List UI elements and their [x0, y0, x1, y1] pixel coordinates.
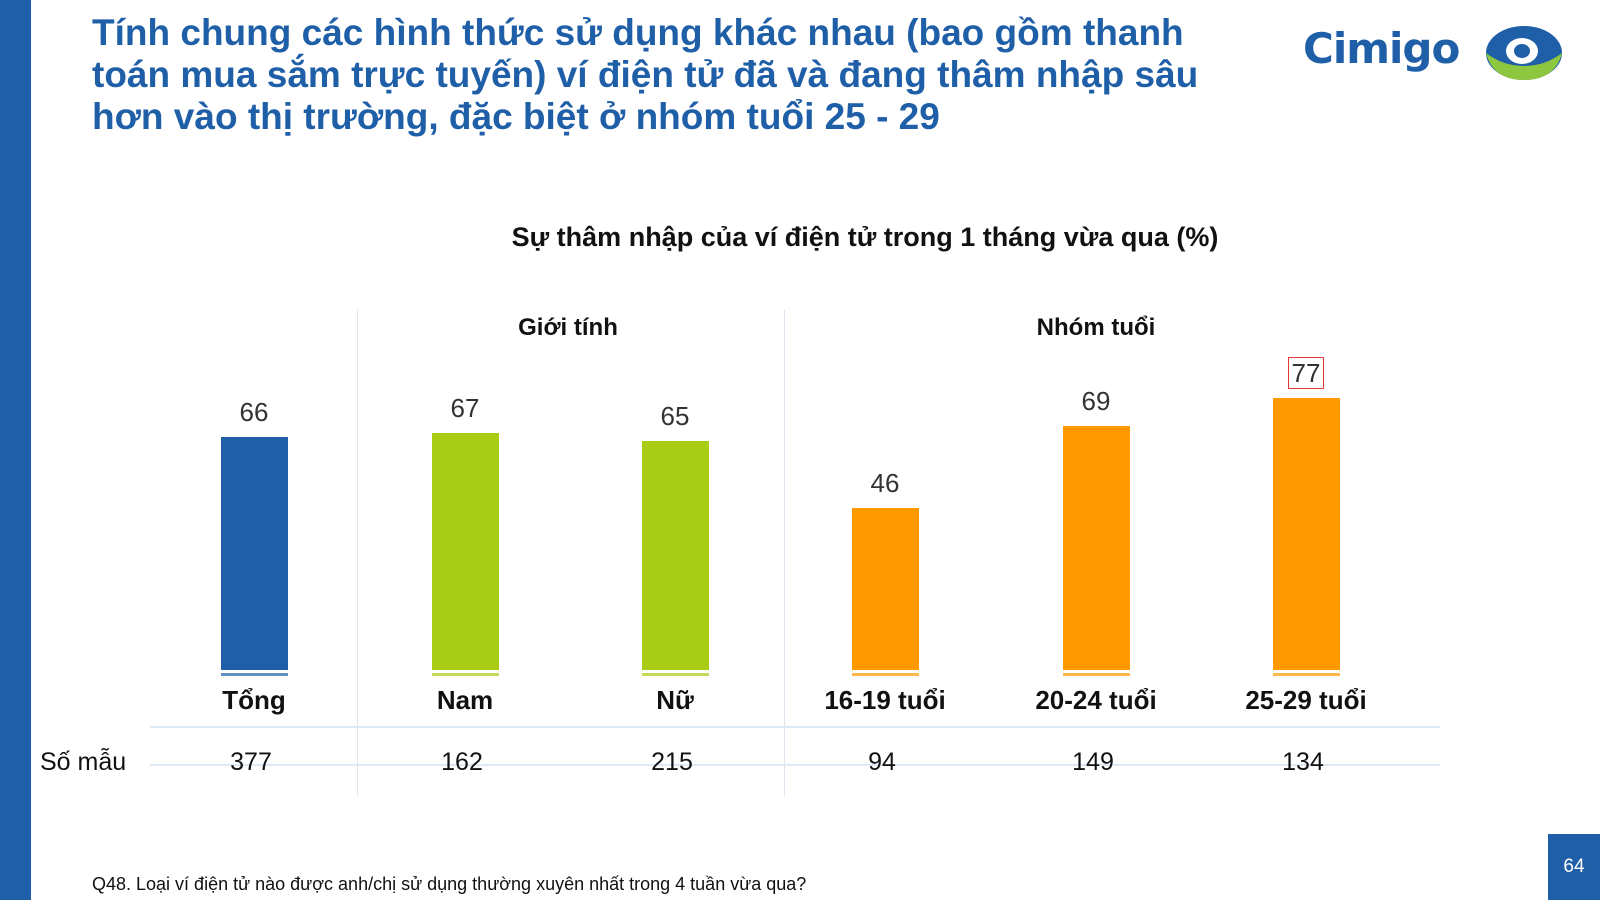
cimigo-logo: Cimigo	[1303, 22, 1563, 84]
bar-value-label: 67	[450, 393, 480, 423]
question-footnote: Q48. Loại ví điện tử nào được anh/chị sử…	[92, 874, 807, 894]
category-label: 16-19 tuổi	[824, 685, 946, 715]
group-divider	[357, 310, 358, 796]
sample-size-value: 377	[230, 748, 272, 776]
bar-4	[851, 508, 919, 676]
table-top-rule	[150, 726, 1440, 728]
bar-5	[1062, 426, 1130, 676]
group-label-gender: Giới tính	[518, 314, 618, 341]
group-label-age: Nhóm tuổi	[1036, 314, 1156, 341]
category-label: Nam	[436, 685, 494, 715]
logo-text: Cimigo	[1303, 24, 1460, 73]
sample-size-value: 149	[1072, 748, 1114, 776]
bar-value-label: 77	[1246, 357, 1366, 389]
bar-value-label: 65	[660, 401, 690, 431]
category-label: 25-29 tuổi	[1245, 685, 1367, 715]
category-label: 20-24 tuổi	[1035, 685, 1157, 715]
slide-title: Tính chung các hình thức sử dụng khác nh…	[92, 12, 1199, 137]
sample-size-value: 94	[868, 748, 896, 776]
bar-6	[1272, 398, 1340, 676]
left-accent-bar	[0, 0, 31, 900]
chart-title: Sự thâm nhập của ví điện tử trong 1 thán…	[511, 222, 1219, 252]
category-label: Tổng	[222, 685, 286, 715]
bar-3	[641, 441, 709, 676]
bar-value-label: 46	[870, 468, 900, 498]
sample-size-value: 134	[1282, 748, 1324, 776]
sample-size-value: 215	[651, 748, 693, 776]
table-bottom-rule	[150, 764, 1440, 766]
page-number: 64	[1548, 834, 1600, 900]
bar-2	[431, 433, 499, 676]
bar-value-label: 66	[239, 397, 269, 427]
sample-size-label: Số mẫu	[40, 748, 127, 776]
group-divider	[784, 310, 785, 796]
bar-1	[220, 437, 288, 676]
sample-size-value: 162	[441, 748, 483, 776]
bar-value-label: 69	[1081, 386, 1111, 416]
eye-logo-icon	[1486, 26, 1562, 80]
category-label: Nữ	[656, 685, 694, 715]
